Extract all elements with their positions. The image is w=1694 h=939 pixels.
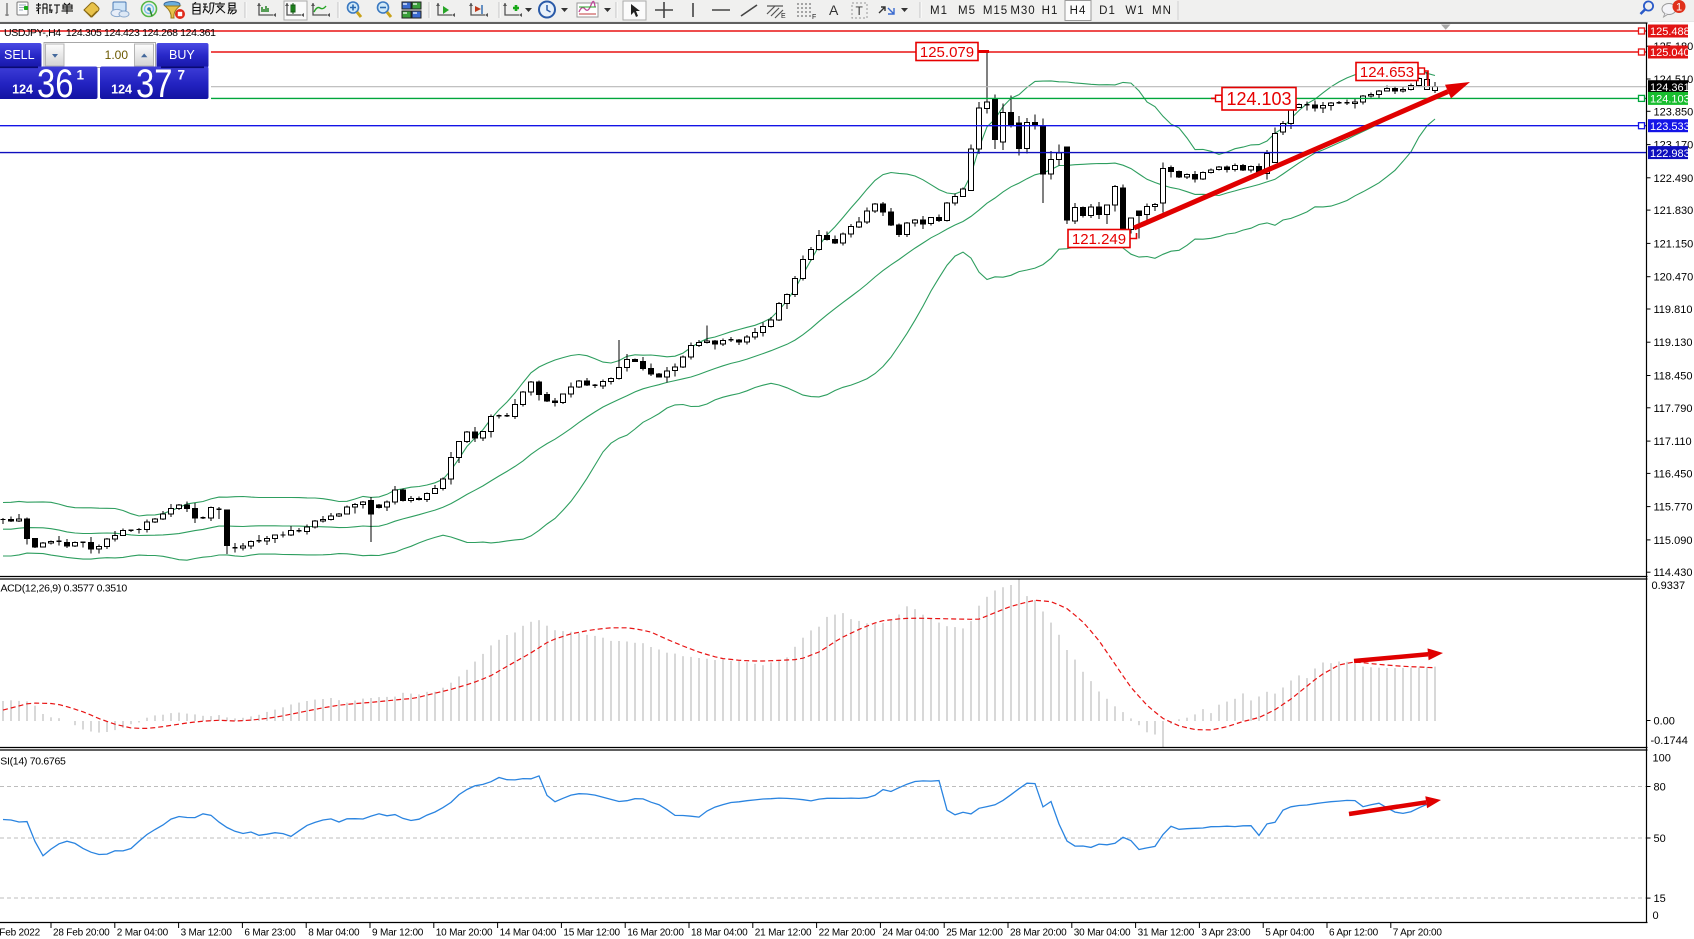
svg-text:31 Mar 12:00: 31 Mar 12:00 — [1138, 928, 1195, 939]
svg-text:A: A — [829, 2, 839, 18]
svg-text:124.103: 124.103 — [1650, 94, 1690, 106]
svg-text:1.00: 1.00 — [105, 48, 129, 62]
svg-text:9 Mar 12:00: 9 Mar 12:00 — [372, 928, 424, 939]
svg-text:M5: M5 — [958, 5, 976, 17]
svg-text:119.130: 119.130 — [1654, 337, 1693, 349]
svg-text:5 Apr 04:00: 5 Apr 04:00 — [1265, 928, 1315, 939]
svg-text:124.361: 124.361 — [1650, 82, 1690, 94]
svg-text:0: 0 — [1653, 910, 1659, 922]
svg-text:3 Apr 23:00: 3 Apr 23:00 — [1201, 928, 1251, 939]
svg-text:16 Mar 20:00: 16 Mar 20:00 — [627, 928, 684, 939]
svg-text:25 Feb 2022: 25 Feb 2022 — [0, 928, 41, 939]
svg-text:M30: M30 — [1010, 5, 1035, 17]
svg-text:7 Apr 20:00: 7 Apr 20:00 — [1393, 928, 1443, 939]
svg-text:125.488: 125.488 — [1650, 26, 1690, 38]
svg-text:22 Mar 20:00: 22 Mar 20:00 — [819, 928, 876, 939]
svg-text:2 Mar 04:00: 2 Mar 04:00 — [117, 928, 169, 939]
svg-text:15: 15 — [1654, 893, 1666, 905]
svg-text:SELL: SELL — [4, 48, 35, 62]
svg-text:115.770: 115.770 — [1654, 502, 1693, 514]
svg-text:124: 124 — [111, 83, 132, 97]
svg-text:124.103: 124.103 — [1226, 89, 1291, 109]
svg-text:0.9337: 0.9337 — [1652, 580, 1686, 592]
svg-text:E: E — [781, 13, 786, 20]
svg-text:F: F — [812, 14, 816, 21]
svg-text:119.810: 119.810 — [1654, 304, 1693, 316]
svg-text:36: 36 — [37, 61, 73, 106]
svg-text:15 Mar 12:00: 15 Mar 12:00 — [563, 928, 620, 939]
svg-text:114.430: 114.430 — [1654, 567, 1693, 579]
svg-text:RSI(14) 70.6765: RSI(14) 70.6765 — [0, 756, 66, 768]
svg-text:3 Mar 12:00: 3 Mar 12:00 — [181, 928, 233, 939]
svg-text:6 Apr 12:00: 6 Apr 12:00 — [1329, 928, 1379, 939]
svg-text:30 Mar 04:00: 30 Mar 04:00 — [1074, 928, 1131, 939]
svg-text:0.00: 0.00 — [1654, 716, 1675, 728]
svg-text:122.983: 122.983 — [1650, 148, 1690, 160]
svg-text:7: 7 — [178, 68, 186, 83]
svg-text:122.490: 122.490 — [1654, 173, 1694, 185]
svg-text:6 Mar 23:00: 6 Mar 23:00 — [244, 928, 296, 939]
svg-text:USDJPY-,H4 124.305 124.423 12: USDJPY-,H4 124.305 124.423 124.268 124.3… — [4, 27, 216, 39]
svg-text:24 Mar 04:00: 24 Mar 04:00 — [882, 928, 939, 939]
svg-text:124.653: 124.653 — [1360, 64, 1414, 81]
svg-text:121.249: 121.249 — [1072, 231, 1126, 248]
svg-text:120.470: 120.470 — [1654, 272, 1694, 284]
svg-text:28 Feb 20:00: 28 Feb 20:00 — [53, 928, 110, 939]
svg-text:121.830: 121.830 — [1654, 205, 1694, 217]
svg-text:H4: H4 — [1070, 5, 1087, 17]
svg-text:118.450: 118.450 — [1654, 371, 1693, 383]
svg-text:8 Mar 04:00: 8 Mar 04:00 — [308, 928, 360, 939]
svg-text:T: T — [856, 4, 864, 18]
svg-text:MACD(12,26,9) 0.3577 0.3510: MACD(12,26,9) 0.3577 0.3510 — [0, 583, 127, 595]
svg-text:10 Mar 20:00: 10 Mar 20:00 — [436, 928, 493, 939]
svg-text:115.090: 115.090 — [1654, 535, 1693, 547]
svg-text:MN: MN — [1152, 5, 1172, 17]
svg-text:18 Mar 04:00: 18 Mar 04:00 — [691, 928, 748, 939]
svg-text:25 Mar 12:00: 25 Mar 12:00 — [946, 928, 1003, 939]
svg-text:50: 50 — [1654, 833, 1666, 845]
svg-text:121.150: 121.150 — [1654, 238, 1694, 250]
svg-text:1: 1 — [77, 68, 85, 83]
svg-text:123.533: 123.533 — [1650, 121, 1690, 133]
svg-text:21 Mar 12:00: 21 Mar 12:00 — [755, 928, 812, 939]
svg-text:28 Mar 20:00: 28 Mar 20:00 — [1010, 928, 1067, 939]
svg-text:125.079: 125.079 — [920, 44, 974, 61]
svg-text:117.110: 117.110 — [1654, 436, 1692, 448]
svg-text:100: 100 — [1653, 753, 1671, 765]
svg-text:M15: M15 — [983, 5, 1008, 17]
svg-text:-0.1744: -0.1744 — [1651, 735, 1688, 747]
svg-text:14 Mar 04:00: 14 Mar 04:00 — [500, 928, 557, 939]
svg-text:123.850: 123.850 — [1654, 106, 1694, 118]
svg-text:BUY: BUY — [169, 48, 195, 62]
svg-text:117.790: 117.790 — [1654, 403, 1693, 415]
svg-text:W1: W1 — [1125, 5, 1144, 17]
svg-text:80: 80 — [1654, 782, 1666, 794]
svg-text:1: 1 — [1676, 2, 1682, 14]
svg-text:D1: D1 — [1099, 5, 1116, 17]
svg-text:125.040: 125.040 — [1650, 47, 1690, 59]
svg-text:M1: M1 — [930, 5, 948, 17]
svg-text:124: 124 — [12, 83, 33, 97]
svg-text:116.450: 116.450 — [1654, 468, 1693, 480]
svg-text:37: 37 — [136, 61, 172, 106]
svg-text:H1: H1 — [1042, 5, 1059, 17]
